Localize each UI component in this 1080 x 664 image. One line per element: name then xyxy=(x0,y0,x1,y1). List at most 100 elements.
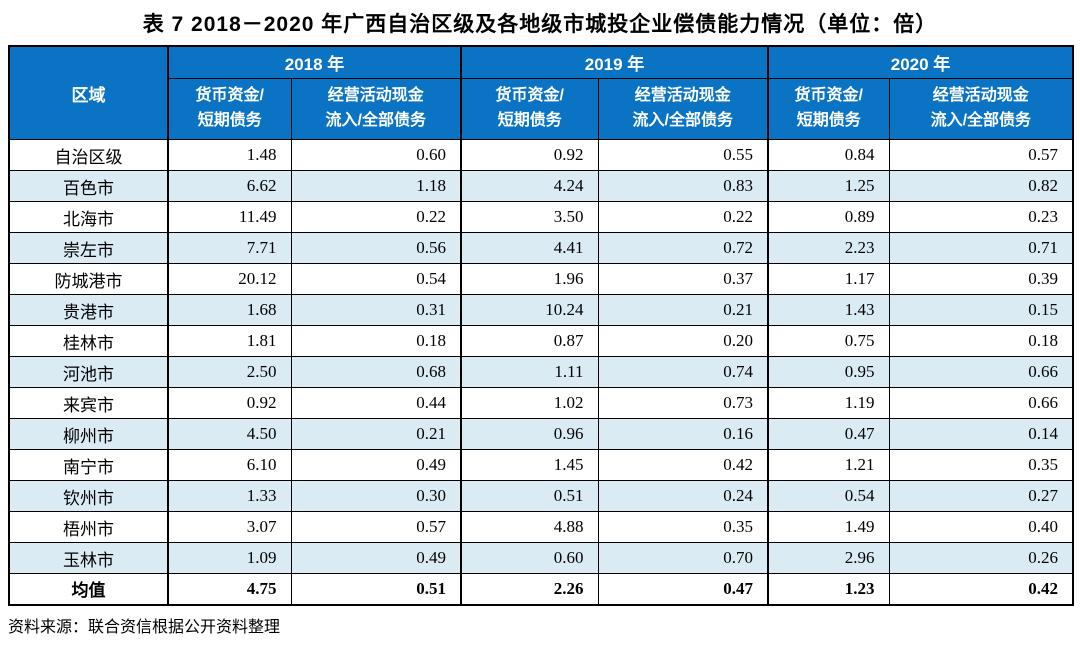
value-cell: 0.37 xyxy=(597,263,769,295)
region-cell: 自治区级 xyxy=(8,139,169,171)
year-header-2019: 2019 年 xyxy=(460,45,769,79)
value-cell: 1.81 xyxy=(167,325,292,357)
value-cell: 0.68 xyxy=(290,356,462,388)
value-cell: 0.44 xyxy=(290,387,462,419)
value-cell: 0.24 xyxy=(597,480,769,512)
value-cell: 2.50 xyxy=(167,356,292,388)
value-cell: 1.45 xyxy=(460,449,599,481)
value-cell: 1.09 xyxy=(167,542,292,574)
value-cell: 0.21 xyxy=(290,418,462,450)
region-cell: 防城港市 xyxy=(8,263,169,295)
table-row: 防城港市 20.12 0.54 1.96 0.37 1.17 0.39 xyxy=(8,263,1074,295)
table-row: 自治区级 1.48 0.60 0.92 0.55 0.84 0.57 xyxy=(8,139,1074,171)
value-cell: 1.17 xyxy=(767,263,890,295)
value-cell: 0.96 xyxy=(460,418,599,450)
value-cell: 1.96 xyxy=(460,263,599,295)
value-cell: 0.22 xyxy=(597,201,769,233)
value-cell: 7.71 xyxy=(167,232,292,264)
debt-capacity-table: 区域 2018 年 2019 年 2020 年 货币资金/ 短期债务 经营活动现金… xyxy=(8,45,1075,606)
value-cell: 3.07 xyxy=(167,511,292,543)
value-cell: 1.68 xyxy=(167,294,292,326)
value-cell: 0.18 xyxy=(888,325,1074,357)
value-cell: 0.51 xyxy=(460,480,599,512)
value-cell: 0.56 xyxy=(290,232,462,264)
value-cell: 0.26 xyxy=(888,542,1074,574)
value-cell: 3.50 xyxy=(460,201,599,233)
table-row: 钦州市 1.33 0.30 0.51 0.24 0.54 0.27 xyxy=(8,480,1074,512)
year-header-2020: 2020 年 xyxy=(767,45,1074,79)
value-cell: 0.60 xyxy=(460,542,599,574)
value-cell: 0.22 xyxy=(290,201,462,233)
region-cell: 贵港市 xyxy=(8,294,169,326)
value-cell: 4.75 xyxy=(167,573,292,605)
region-cell: 崇左市 xyxy=(8,232,169,264)
region-cell: 玉林市 xyxy=(8,542,169,574)
region-cell: 柳州市 xyxy=(8,418,169,450)
value-cell: 1.21 xyxy=(767,449,890,481)
table-header: 区域 2018 年 2019 年 2020 年 货币资金/ 短期债务 经营活动现金… xyxy=(8,45,1074,140)
value-cell: 0.95 xyxy=(767,356,890,388)
region-cell: 北海市 xyxy=(8,201,169,233)
value-cell: 0.42 xyxy=(597,449,769,481)
value-cell: 1.25 xyxy=(767,170,890,202)
value-cell: 10.24 xyxy=(460,294,599,326)
value-cell: 0.71 xyxy=(888,232,1074,264)
value-cell: 0.57 xyxy=(290,511,462,543)
value-cell: 1.11 xyxy=(460,356,599,388)
table-row: 河池市 2.50 0.68 1.11 0.74 0.95 0.66 xyxy=(8,356,1074,388)
value-cell: 0.21 xyxy=(597,294,769,326)
region-cell: 钦州市 xyxy=(8,480,169,512)
region-cell: 桂林市 xyxy=(8,325,169,357)
value-cell: 0.14 xyxy=(888,418,1074,450)
average-row: 均值 4.75 0.51 2.26 0.47 1.23 0.42 xyxy=(8,573,1074,605)
value-cell: 0.92 xyxy=(167,387,292,419)
value-cell: 4.88 xyxy=(460,511,599,543)
value-cell: 0.73 xyxy=(597,387,769,419)
region-cell: 河池市 xyxy=(8,356,169,388)
value-cell: 0.57 xyxy=(888,139,1074,171)
table-row: 柳州市 4.50 0.21 0.96 0.16 0.47 0.14 xyxy=(8,418,1074,450)
value-cell: 0.51 xyxy=(290,573,462,605)
region-column-header: 区域 xyxy=(8,45,169,140)
value-cell: 2.26 xyxy=(460,573,599,605)
table-row: 百色市 6.62 1.18 4.24 0.83 1.25 0.82 xyxy=(8,170,1074,202)
value-cell: 0.42 xyxy=(888,573,1074,605)
value-cell: 0.27 xyxy=(888,480,1074,512)
region-cell: 来宾市 xyxy=(8,387,169,419)
metric-header-operating-cash: 经营活动现金 流入/全部债务 xyxy=(290,78,462,140)
value-cell: 0.75 xyxy=(767,325,890,357)
value-cell: 0.84 xyxy=(767,139,890,171)
metric-header-operating-cash: 经营活动现金 流入/全部债务 xyxy=(888,78,1074,140)
value-cell: 0.35 xyxy=(888,449,1074,481)
table-row: 贵港市 1.68 0.31 10.24 0.21 1.43 0.15 xyxy=(8,294,1074,326)
value-cell: 0.20 xyxy=(597,325,769,357)
value-cell: 0.23 xyxy=(888,201,1074,233)
value-cell: 0.54 xyxy=(290,263,462,295)
region-cell: 梧州市 xyxy=(8,511,169,543)
table-body: 自治区级 1.48 0.60 0.92 0.55 0.84 0.57 百色市 6.62 1.18 4… xyxy=(8,139,1074,605)
value-cell: 1.18 xyxy=(290,170,462,202)
value-cell: 0.66 xyxy=(888,387,1074,419)
year-header-2018: 2018 年 xyxy=(166,45,462,79)
table-row: 崇左市 7.71 0.56 4.41 0.72 2.23 0.71 xyxy=(8,232,1074,264)
year-header-row: 区域 2018 年 2019 年 2020 年 xyxy=(8,45,1074,140)
value-cell: 1.43 xyxy=(767,294,890,326)
value-cell: 0.47 xyxy=(597,573,769,605)
value-cell: 0.89 xyxy=(767,201,890,233)
value-cell: 6.10 xyxy=(167,449,292,481)
value-cell: 0.74 xyxy=(597,356,769,388)
value-cell: 2.96 xyxy=(767,542,890,574)
value-cell: 4.50 xyxy=(167,418,292,450)
value-cell: 0.83 xyxy=(597,170,769,202)
value-cell: 0.54 xyxy=(767,480,890,512)
region-cell: 南宁市 xyxy=(8,449,169,481)
value-cell: 0.55 xyxy=(597,139,769,171)
source-note: 资料来源：联合资信根据公开资料整理 xyxy=(8,618,281,636)
value-cell: 0.39 xyxy=(888,263,1074,295)
table-row: 桂林市 1.81 0.18 0.87 0.20 0.75 0.18 xyxy=(8,325,1074,357)
metric-header-operating-cash: 经营活动现金 流入/全部债务 xyxy=(597,78,769,140)
value-cell: 1.02 xyxy=(460,387,599,419)
table-row: 来宾市 0.92 0.44 1.02 0.73 1.19 0.66 xyxy=(8,387,1074,419)
region-cell: 百色市 xyxy=(8,170,169,202)
value-cell: 0.70 xyxy=(597,542,769,574)
